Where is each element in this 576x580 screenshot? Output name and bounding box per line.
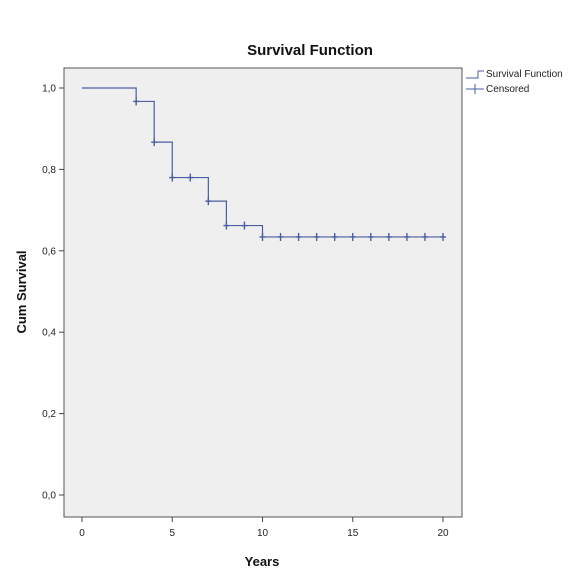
censored-marker	[313, 232, 320, 241]
censored-marker	[349, 232, 356, 241]
censored-marker	[277, 232, 284, 241]
censored-marker	[295, 232, 302, 241]
censored-marker	[259, 232, 266, 241]
legend-label-censored: Censored	[486, 84, 529, 95]
censored-markers	[133, 97, 446, 241]
x-axis: 0 5 10 15 20	[79, 517, 449, 539]
legend-label-survival-function: Survival Function	[486, 69, 563, 80]
x-tick-label: 5	[169, 528, 175, 539]
y-tick-label: 1,0	[42, 84, 56, 95]
y-tick-label: 0,8	[42, 165, 56, 176]
censored-marker	[403, 232, 410, 241]
legend-swatch-survival-function	[466, 70, 484, 79]
censored-marker	[169, 173, 176, 182]
censored-marker	[331, 232, 338, 241]
plot-area	[63, 67, 463, 518]
y-axis: 0,0 0,2 0,4 0,6 0,8 1,0	[42, 84, 64, 502]
legend: Survival Function Censored	[466, 69, 563, 95]
x-tick-label: 15	[347, 528, 359, 539]
censored-marker	[421, 232, 428, 241]
censored-marker	[133, 97, 140, 106]
censored-marker	[385, 232, 392, 241]
y-axis-label: Cum Survival	[14, 250, 29, 333]
y-tick-label: 0,6	[42, 246, 56, 257]
x-tick-label: 10	[257, 528, 269, 539]
censored-marker	[223, 221, 230, 230]
censored-marker	[151, 138, 158, 147]
x-axis-label: Years	[245, 554, 280, 569]
x-tick-label: 20	[437, 528, 449, 539]
censored-marker	[187, 173, 194, 182]
y-tick-label: 0,2	[42, 409, 56, 420]
censored-marker	[440, 232, 446, 241]
chart-title: Survival Function	[247, 42, 373, 59]
censored-marker	[241, 221, 248, 230]
y-tick-label: 0,4	[42, 328, 56, 339]
censored-marker	[367, 232, 374, 241]
censored-marker	[205, 197, 212, 206]
y-tick-label: 0,0	[42, 491, 56, 502]
x-tick-label: 0	[79, 528, 85, 539]
